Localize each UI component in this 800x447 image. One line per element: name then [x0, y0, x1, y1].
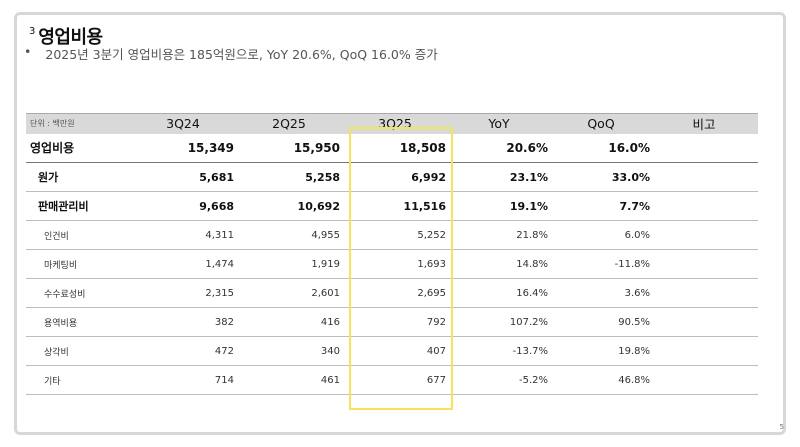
- table-cell: [654, 250, 758, 279]
- header-2q25: 2Q25: [238, 113, 344, 134]
- summary-bullet: • 2025년 3분기 영업비용은 185억원으로, YoY 20.6%, Qo…: [24, 44, 438, 63]
- row-label: 용역비용: [44, 318, 78, 329]
- table-cell: 107.2%: [509, 316, 548, 328]
- table-cell: 15,349: [132, 133, 238, 163]
- table-row: 원가 5,681 5,258 6,992 23.1% 33.0%: [26, 163, 758, 192]
- table-cell: -11.8%: [614, 258, 650, 270]
- page-title: 영업비용: [38, 27, 103, 48]
- table-cell: -5.2%: [518, 374, 548, 386]
- table-row: 상각비 472 340 407 -13.7% 19.8%: [26, 337, 758, 366]
- bullet-dot-icon: •: [24, 44, 32, 59]
- row-label: 판매관리비: [38, 200, 89, 213]
- operating-expense-table: 단위 : 백만원 3Q24 2Q25 3Q25 YoY QoQ 비고 영업비용 1…: [26, 113, 758, 395]
- header-yoy: YoY: [450, 113, 552, 134]
- table-cell: 461: [320, 374, 340, 386]
- row-label: 수수료성비: [44, 289, 86, 300]
- table-cell: 340: [320, 345, 340, 357]
- row-label: 영업비용: [26, 133, 132, 163]
- table-row: 용역비용 382 416 792 107.2% 90.5%: [26, 308, 758, 337]
- table-cell: 677: [426, 374, 446, 386]
- table-row: 영업비용 15,349 15,950 18,508 20.6% 16.0%: [26, 133, 758, 163]
- table-cell: 472: [214, 345, 234, 357]
- table-row: 기타 714 461 677 -5.2% 46.8%: [26, 366, 758, 395]
- table-cell: [654, 163, 758, 192]
- table-cell: [654, 192, 758, 221]
- header-3q24: 3Q24: [132, 113, 238, 134]
- table-cell: [654, 221, 758, 250]
- table-cell: 90.5%: [618, 316, 650, 328]
- slide: 3 영업비용: [14, 12, 786, 435]
- table-cell: 4,311: [205, 229, 234, 241]
- table-cell: 5,252: [417, 229, 446, 241]
- table-cell: [654, 337, 758, 366]
- table-row: 판매관리비 9,668 10,692 11,516 19.1% 7.7%: [26, 192, 758, 221]
- table-cell: 792: [426, 316, 446, 328]
- header-qoq: QoQ: [552, 113, 654, 134]
- table-row: 수수료성비 2,315 2,601 2,695 16.4% 3.6%: [26, 279, 758, 308]
- table-cell: 9,668: [199, 199, 234, 213]
- table-cell: 6,992: [411, 170, 446, 184]
- table-cell: 2,601: [311, 287, 340, 299]
- table-cell: 382: [214, 316, 234, 328]
- table-cell: 5,681: [199, 170, 234, 184]
- row-label: 상각비: [44, 347, 69, 358]
- section-number: 3: [29, 26, 36, 37]
- table-cell: 19.8%: [618, 345, 650, 357]
- table-cell: [654, 133, 758, 163]
- table-cell: 714: [214, 374, 234, 386]
- table-cell: 1,693: [417, 258, 446, 270]
- table-header-row: 단위 : 백만원 3Q24 2Q25 3Q25 YoY QoQ 비고: [26, 113, 758, 134]
- table-cell: [654, 366, 758, 395]
- row-label: 원가: [38, 171, 59, 184]
- row-label: 인건비: [44, 231, 69, 242]
- table-cell: 10,692: [297, 199, 340, 213]
- summary-text: 2025년 3분기 영업비용은 185억원으로, YoY 20.6%, QoQ …: [45, 47, 438, 62]
- table-cell: 20.6%: [450, 133, 552, 163]
- table-cell: [654, 308, 758, 337]
- unit-label: 단위 : 백만원: [26, 113, 132, 134]
- table-cell: 4,955: [311, 229, 340, 241]
- table-cell: 18,508: [344, 133, 450, 163]
- table-cell: 19.1%: [509, 199, 548, 213]
- row-label: 마케팅비: [44, 260, 78, 271]
- table-cell: -13.7%: [512, 345, 548, 357]
- table-cell: 6.0%: [624, 229, 650, 241]
- header-note: 비고: [654, 113, 758, 134]
- table-cell: 407: [426, 345, 446, 357]
- table-cell: 2,695: [417, 287, 446, 299]
- table-cell: 3.6%: [624, 287, 650, 299]
- table-cell: 5,258: [305, 170, 340, 184]
- table-row: 인건비 4,311 4,955 5,252 21.8% 6.0%: [26, 221, 758, 250]
- table-row: 마케팅비 1,474 1,919 1,693 14.8% -11.8%: [26, 250, 758, 279]
- table-cell: 46.8%: [618, 374, 650, 386]
- header-3q25: 3Q25: [344, 113, 450, 134]
- table-cell: 33.0%: [611, 170, 650, 184]
- table-cell: 15,950: [238, 133, 344, 163]
- table-cell: 23.1%: [509, 170, 548, 184]
- table-cell: 14.8%: [516, 258, 548, 270]
- table-cell: 1,474: [205, 258, 234, 270]
- table-cell: 2,315: [205, 287, 234, 299]
- table-cell: 21.8%: [516, 229, 548, 241]
- row-label: 기타: [44, 376, 61, 387]
- title-block: 3 영업비용: [29, 23, 103, 49]
- table-cell: 11,516: [403, 199, 446, 213]
- table-cell: 16.0%: [552, 133, 654, 163]
- page-number: 5: [779, 423, 784, 431]
- table-cell: 16.4%: [516, 287, 548, 299]
- table-cell: 416: [320, 316, 340, 328]
- table-cell: 7.7%: [619, 199, 650, 213]
- table-cell: [654, 279, 758, 308]
- table-cell: 1,919: [311, 258, 340, 270]
